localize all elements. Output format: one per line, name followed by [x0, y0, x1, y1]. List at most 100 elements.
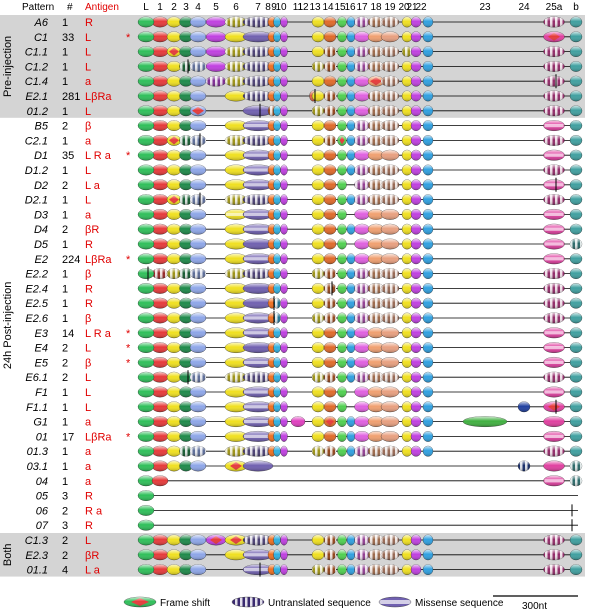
exon-21 [410, 564, 422, 575]
exon-15 [337, 327, 347, 339]
exon-13 [311, 371, 325, 383]
exon-14 [323, 223, 337, 235]
exon-9 [273, 194, 281, 205]
exon-15 [337, 268, 347, 279]
exon-22 [422, 534, 434, 546]
exon-18 [367, 371, 385, 383]
exon-21 [410, 357, 422, 368]
exon-13 [311, 46, 325, 57]
exon-19 [380, 238, 400, 250]
exon-header-14: 14 [322, 2, 334, 13]
antigen-code: LβRa [85, 254, 112, 266]
exon-4 [189, 549, 207, 561]
read-count: 33 [62, 32, 74, 44]
exon-22 [422, 312, 434, 324]
exon-14 [323, 105, 337, 117]
exon-15 [337, 46, 347, 57]
read-count: 1 [62, 387, 68, 399]
antigen-code: L [85, 47, 91, 59]
exon-19 [380, 223, 400, 235]
exon-14 [323, 549, 337, 561]
exon-18 [367, 268, 385, 279]
exon-20 [401, 268, 413, 279]
exon-1 [151, 46, 169, 57]
exon-15 [337, 209, 347, 220]
exon-1 [151, 386, 169, 398]
pattern-row: E2.1 281 LβRa [25, 89, 583, 103]
pattern-row: 01.1 4 L a [27, 562, 583, 577]
exon-3 [179, 371, 193, 383]
exon-7 [242, 445, 274, 457]
exon-6 [224, 209, 248, 220]
exon-15 [337, 223, 347, 235]
exon-1 [151, 312, 169, 324]
exon-17 [354, 327, 370, 339]
exon-6 [224, 386, 248, 398]
exon-4 [189, 209, 207, 220]
pattern-name: E2.3 [25, 550, 49, 562]
exon-7 [242, 120, 274, 131]
antigen-code: LβRa [85, 91, 112, 103]
exon-19 [380, 401, 400, 413]
exon-7 [242, 327, 274, 339]
exon-25a [543, 445, 565, 457]
exon-L [137, 371, 155, 383]
exon-L [137, 61, 155, 72]
exon-L [137, 164, 155, 176]
exon-3 [179, 164, 193, 176]
pattern-row: 04 1 a [36, 475, 583, 488]
exon-10 [280, 431, 288, 442]
exon-7 [242, 268, 274, 279]
exon-header-15: 15 [334, 2, 346, 13]
exon-5 [205, 46, 227, 57]
exon-7 [242, 342, 274, 353]
exon-16 [346, 342, 356, 353]
exon-1 [151, 268, 169, 279]
read-count: 1 [62, 313, 68, 325]
exon-17 [354, 253, 370, 265]
exon-14 [323, 534, 337, 546]
exon-22 [422, 297, 434, 309]
exon-2 [166, 268, 182, 279]
exon-L [137, 342, 155, 353]
exon-22 [422, 46, 434, 57]
exon-16 [346, 564, 356, 575]
star-mark: * [126, 32, 131, 44]
exon-15 [337, 283, 347, 294]
exon-9 [273, 342, 281, 353]
exon-18 [367, 194, 385, 205]
exon-13 [311, 120, 325, 131]
exon-7 [242, 549, 274, 561]
antigen-code: β [85, 357, 91, 369]
exon-header-9: 9 [271, 2, 277, 13]
exon-22 [422, 283, 434, 294]
exon-16 [346, 105, 356, 117]
exon-L [137, 149, 155, 161]
exon-25a [543, 105, 565, 117]
exon-6 [224, 342, 248, 353]
exon-3 [179, 283, 193, 294]
read-count: 281 [62, 91, 80, 103]
exon-20 [401, 371, 413, 383]
exon-22 [422, 223, 434, 235]
antigen-code: L R a [85, 150, 112, 162]
exon-header-21: 21 [406, 2, 418, 13]
exon-2 [166, 312, 182, 324]
exon-18 [367, 445, 385, 457]
exon-10 [280, 149, 288, 161]
exon-16 [346, 549, 356, 561]
exon-25a [543, 297, 565, 309]
exon-2 [166, 31, 182, 43]
pattern-row: C1.4 1 a [25, 74, 583, 89]
exon-20 [401, 16, 413, 28]
exon-4 [189, 357, 207, 368]
exon-9 [273, 327, 281, 339]
pattern-name: C1.1 [25, 47, 48, 59]
exon-b [569, 268, 583, 279]
exon-2 [166, 238, 182, 250]
exon-21 [410, 371, 422, 383]
exon-15 [337, 164, 347, 176]
exon-25a [543, 342, 565, 353]
star-mark: * [126, 254, 131, 266]
exon-10 [280, 371, 288, 383]
